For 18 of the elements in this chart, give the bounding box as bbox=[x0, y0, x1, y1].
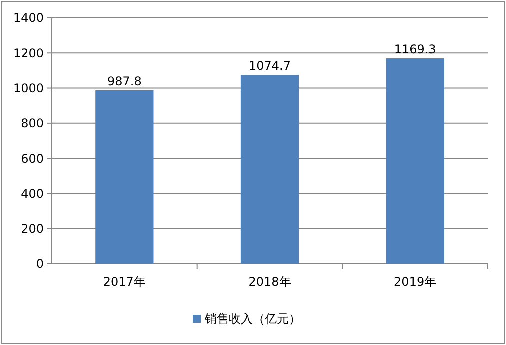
y-tick-label: 1400 bbox=[13, 11, 44, 26]
y-tick-label: 1000 bbox=[13, 81, 44, 96]
data-label: 1074.7 bbox=[249, 59, 291, 74]
data-label: 1169.3 bbox=[394, 42, 436, 57]
y-tick-label: 600 bbox=[21, 152, 44, 166]
y-tick-label: 200 bbox=[21, 222, 44, 236]
y-tick-label: 800 bbox=[21, 116, 44, 131]
y-tick-label: 0 bbox=[36, 257, 44, 272]
bar bbox=[240, 75, 300, 264]
y-tick-label: 1200 bbox=[13, 46, 44, 60]
legend-label: 销售收入（亿元） bbox=[204, 312, 301, 326]
x-tick-label: 2018年 bbox=[248, 275, 292, 289]
x-tick-label: 2019年 bbox=[394, 275, 437, 289]
bar bbox=[96, 90, 154, 264]
x-tick-label: 2017年 bbox=[103, 275, 146, 289]
data-label: 987.8 bbox=[107, 74, 142, 88]
bar bbox=[386, 58, 444, 264]
y-tick-label: 400 bbox=[21, 186, 44, 201]
